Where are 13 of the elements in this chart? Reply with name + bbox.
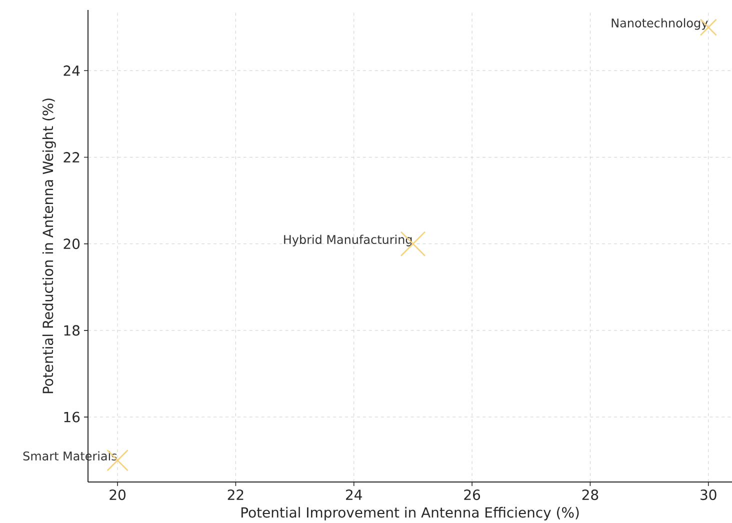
x-tick-label: 22 bbox=[228, 490, 244, 500]
x-tick-label: 28 bbox=[582, 490, 598, 500]
x-tick-label: 26 bbox=[464, 490, 480, 500]
y-axis-title: Potential Reduction in Antenna Weight (%) bbox=[42, 98, 56, 394]
y-tick-label: 22 bbox=[64, 152, 80, 162]
y-tick-label: 16 bbox=[64, 412, 80, 422]
x-tick-label: 20 bbox=[110, 490, 126, 500]
x-axis-title: Potential Improvement in Antenna Efficiency (%) bbox=[241, 506, 579, 520]
y-tick-label: 20 bbox=[64, 238, 80, 250]
x-tick-label: 30 bbox=[700, 490, 716, 500]
y-tick-label: 18 bbox=[64, 325, 80, 336]
x-tick-label: 24 bbox=[346, 490, 362, 500]
y-tick-label: 24 bbox=[64, 65, 80, 76]
